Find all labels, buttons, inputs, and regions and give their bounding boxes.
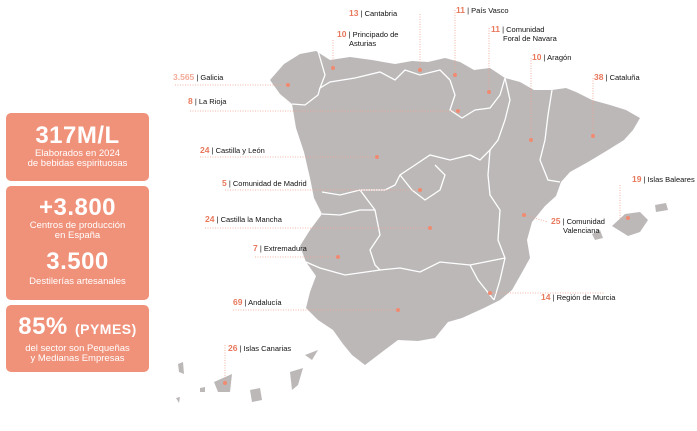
region-label: 14 | Región de Murcia xyxy=(541,292,616,303)
region-label: 24 | Castilla la Mancha xyxy=(205,214,282,225)
region-count: 3.565 xyxy=(173,72,195,82)
stat-text: en España xyxy=(54,230,101,241)
region-count: 26 xyxy=(228,343,238,353)
region-count: 69 xyxy=(233,297,243,307)
region-name: | Región de Murcia xyxy=(552,293,616,302)
region-name: | Extremadura xyxy=(259,244,307,253)
region-name-line2: Foral de Navara xyxy=(503,34,557,43)
region-name: | Galicia xyxy=(196,73,224,82)
region-count: 19 xyxy=(632,174,642,184)
canary-islands-shape xyxy=(176,350,318,403)
region-label: 5 | Comunidad de Madrid xyxy=(222,178,307,189)
region-label: 25 | Comunidad Valenciana xyxy=(551,216,605,236)
peninsula-shape xyxy=(270,51,640,365)
stat-card-production: 317M/L Elaborados en 2024 de bebidas esp… xyxy=(6,113,149,181)
region-count: 10 xyxy=(337,29,347,39)
stat-card-centers: +3.800 Centros de producción en España 3… xyxy=(6,186,149,300)
region-name: | Cataluña xyxy=(605,73,640,82)
region-label: 10 | Aragón xyxy=(532,52,572,63)
stat-text: Centros de producción xyxy=(29,220,126,231)
region-name: | Principado de xyxy=(348,30,399,39)
region-count: 11 xyxy=(456,5,465,15)
region-count: 24 xyxy=(200,145,210,155)
region-count: 7 xyxy=(253,243,258,253)
region-name: | Aragón xyxy=(543,53,572,62)
region-count: 11 xyxy=(491,24,500,34)
region-name: | Comunidad xyxy=(502,25,545,34)
region-label: 8 | La Rioja xyxy=(188,96,227,107)
region-name: | Comunidad de Madrid xyxy=(228,179,307,188)
region-label: 10 | Principado de Asturias xyxy=(337,29,399,49)
region-label: 19 | Islas Baleares xyxy=(632,174,695,185)
region-label: 3.565 | Galicia xyxy=(173,72,224,83)
stat-text: Destilerías artesanales xyxy=(29,276,126,287)
region-name-line2: Valenciana xyxy=(563,226,600,235)
stat-value: 3.500 xyxy=(46,248,109,275)
region-name-line2: Asturias xyxy=(349,39,377,48)
region-name: | Islas Canarias xyxy=(239,344,292,353)
region-count: 8 xyxy=(188,96,193,106)
stat-value: 317M/L xyxy=(35,122,120,149)
region-name: | País Vasco xyxy=(467,6,509,15)
stat-value: +3.800 xyxy=(38,194,117,221)
region-dots xyxy=(223,66,630,385)
region-name: | Islas Baleares xyxy=(643,175,695,184)
stat-suffix: (PYMES) xyxy=(74,321,137,337)
region-count: 24 xyxy=(205,214,215,224)
stat-text: de bebidas espirituosas xyxy=(27,158,128,169)
region-name: | Castilla la Mancha xyxy=(216,215,282,224)
region-name: | La Rioja xyxy=(194,97,227,106)
stat-text: y Medianas Empresas xyxy=(30,353,125,364)
region-count: 5 xyxy=(222,178,227,188)
region-count: 10 xyxy=(532,52,542,62)
region-name: | Andalucía xyxy=(244,298,282,307)
stat-text: del sector son Pequeñas xyxy=(25,343,130,354)
balearic-islands-shape xyxy=(592,203,668,240)
region-name: | Comunidad xyxy=(562,217,605,226)
region-label: 11 | Comunidad Foral de Navara xyxy=(491,24,557,44)
region-label: 13 | Cantabria xyxy=(349,8,398,19)
region-count: 13 xyxy=(349,8,359,18)
leader-lines xyxy=(175,10,628,383)
stat-card-pymes: 85% (PYMES) del sector son Pequeñas y Me… xyxy=(6,305,149,372)
region-label: 69 | Andalucía xyxy=(233,297,282,308)
region-count: 25 xyxy=(551,216,561,226)
region-label: 26 | Islas Canarias xyxy=(228,343,292,354)
region-count: 14 xyxy=(541,292,551,302)
region-label: 7 | Extremadura xyxy=(253,243,307,254)
region-name: | Castilla y León xyxy=(211,146,265,155)
stat-text: Elaborados en 2024 xyxy=(34,148,121,159)
region-label: 11 | País Vasco xyxy=(456,5,509,16)
region-count: 38 xyxy=(594,72,604,82)
region-name: | Cantabria xyxy=(360,9,398,18)
region-label: 24 | Castilla y León xyxy=(200,145,265,156)
region-label: 38 | Cataluña xyxy=(594,72,640,83)
stat-value: 85% xyxy=(18,313,68,340)
